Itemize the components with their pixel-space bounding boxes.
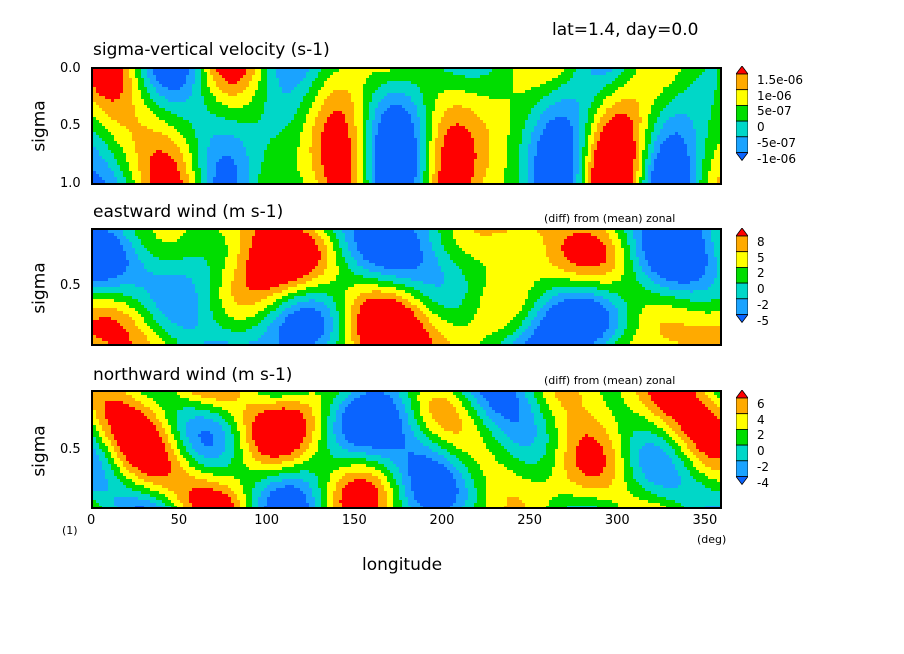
figure-header: lat=1.4, day=0.0 — [552, 20, 698, 40]
colorbar-label: -1e-06 — [757, 152, 796, 166]
panel1-title: sigma-vertical velocity (s-1) — [93, 40, 330, 60]
x-tick-label: 50 — [171, 513, 188, 528]
x-tick-label: 200 — [430, 513, 455, 528]
x-tick-label: 150 — [342, 513, 367, 528]
colorbar-label: 0 — [757, 444, 765, 458]
x-tick-label: 350 — [692, 513, 717, 528]
panel2-ylabel: sigma — [30, 262, 50, 313]
x-axis-unit: (deg) — [697, 533, 726, 546]
x-tick-label: 300 — [605, 513, 630, 528]
colorbar-label: -5e-07 — [757, 136, 796, 150]
colorbar-label: 6 — [757, 397, 765, 411]
x-tick-label: 100 — [254, 513, 279, 528]
panel3-plot — [91, 390, 722, 509]
panel1-ytick: 0.5 — [60, 118, 81, 133]
panel1-ylabel: sigma — [30, 100, 50, 151]
panel3-colorbar — [736, 390, 748, 486]
panel3-ylabel: sigma — [30, 425, 50, 476]
panel2-ytick: 0.5 — [60, 278, 81, 293]
colorbar-label: 0 — [757, 282, 765, 296]
colorbar-label: 1.5e-06 — [757, 73, 803, 87]
panel1-plot — [91, 67, 722, 185]
x-axis-label: longitude — [362, 555, 442, 575]
x-axis-corner-label: (1) — [62, 524, 78, 537]
panel1-ytick: 0.0 — [60, 61, 81, 76]
x-tick-label: 0 — [87, 513, 95, 528]
panel1-ytick: 1.0 — [60, 176, 81, 191]
panel3-title: northward wind (m s-1) — [93, 365, 292, 385]
colorbar-label: -4 — [757, 476, 769, 490]
colorbar-label: 4 — [757, 413, 765, 427]
panel2-plot — [91, 228, 722, 346]
panel1-colorbar — [736, 66, 748, 162]
colorbar-label: 2 — [757, 428, 765, 442]
panel2-colorbar — [736, 228, 748, 324]
colorbar-label: -5 — [757, 314, 769, 328]
panel3-heatmap — [93, 392, 720, 507]
panel3-subtitle: (diff) from (mean) zonal — [544, 374, 675, 387]
panel2-heatmap — [93, 230, 720, 344]
colorbar-label: 5 — [757, 251, 765, 265]
colorbar-label: 2 — [757, 266, 765, 280]
colorbar-label: 8 — [757, 235, 765, 249]
colorbar-label: -2 — [757, 298, 769, 312]
panel3-ytick: 0.5 — [60, 442, 81, 457]
panel2-title: eastward wind (m s-1) — [93, 202, 283, 222]
colorbar-label: 1e-06 — [757, 89, 792, 103]
colorbar-label: 5e-07 — [757, 104, 792, 118]
colorbar-label: 0 — [757, 120, 765, 134]
x-tick-label: 250 — [517, 513, 542, 528]
colorbar-label: -2 — [757, 460, 769, 474]
panel1-heatmap — [93, 69, 720, 183]
panel2-subtitle: (diff) from (mean) zonal — [544, 212, 675, 225]
